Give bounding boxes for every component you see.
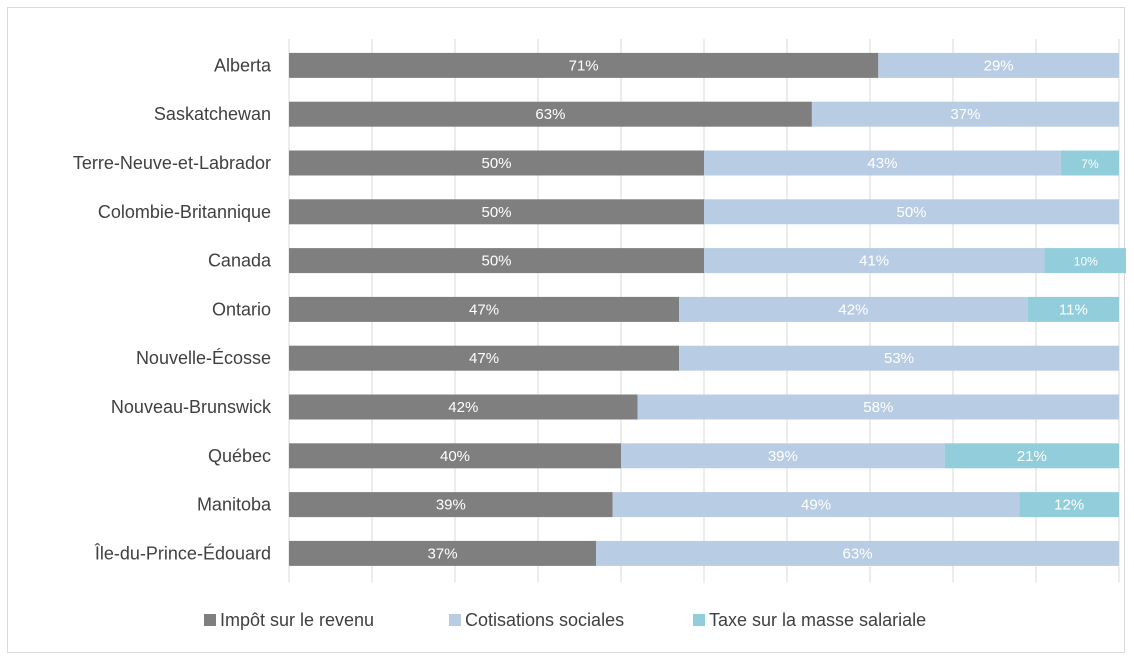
bar-segment — [704, 150, 1061, 176]
bar-segment — [1044, 248, 1126, 274]
data-label: 63% — [535, 106, 565, 123]
legend-swatch — [204, 614, 216, 626]
data-label: 47% — [469, 350, 499, 367]
legend-swatch — [449, 614, 461, 626]
category-label: Alberta — [214, 55, 272, 75]
data-label: 42% — [448, 399, 478, 416]
data-label: 50% — [481, 204, 511, 221]
bar-segment — [704, 199, 1119, 225]
data-label: 21% — [1017, 448, 1047, 465]
bar-segment — [637, 394, 1119, 420]
data-label: 7% — [1081, 157, 1099, 171]
data-label: 10% — [1074, 255, 1098, 269]
bar-segment — [289, 296, 680, 322]
data-label: 42% — [838, 301, 868, 318]
bar-area: 71% 29% 63% 37% 50% 43% 7% 50% 50% 50% 41% 10% 47% 42… — [289, 52, 1126, 566]
category-label: Terre-Neuve-et-Labrador — [73, 153, 271, 173]
data-label: 11% — [1059, 301, 1088, 318]
category-label: Canada — [208, 251, 272, 271]
data-label: 53% — [884, 350, 914, 367]
bar-segment — [289, 492, 613, 518]
legend: Impôt sur le revenu Cotisations sociales T… — [204, 610, 926, 630]
bar-segment — [289, 248, 704, 274]
legend-label: Cotisations sociales — [465, 610, 624, 630]
bar-segment — [289, 443, 621, 469]
data-label: 47% — [469, 301, 499, 318]
category-label: Nouvelle-Écosse — [136, 348, 271, 368]
category-label: Nouveau-Brunswick — [111, 397, 272, 417]
data-label: 41% — [859, 253, 889, 270]
data-label: 37% — [428, 545, 458, 562]
data-label: 71% — [569, 57, 599, 74]
bar-segment — [289, 199, 704, 225]
data-label: 12% — [1054, 497, 1084, 514]
bar-segment — [679, 345, 1119, 371]
data-label: 58% — [863, 399, 893, 416]
legend-label: Impôt sur le revenu — [220, 610, 374, 630]
bar-segment — [1027, 296, 1119, 322]
bar-segment — [704, 248, 1045, 274]
bar-segment — [596, 540, 1119, 566]
bar-segment — [289, 150, 704, 176]
data-label: 50% — [481, 253, 511, 270]
bar-segment — [811, 101, 1119, 127]
bar-segment — [289, 540, 597, 566]
bar-segment — [1019, 492, 1119, 518]
legend-label: Taxe sur la masse salariale — [709, 610, 926, 630]
data-label: 40% — [440, 448, 470, 465]
bar-segment — [289, 101, 812, 127]
bar-segment — [621, 443, 945, 469]
data-label: 50% — [481, 155, 511, 172]
chart-frame: 71% 29% 63% 37% 50% 43% 7% 50% 50% 50% 41% 10% 47% 42… — [7, 7, 1126, 653]
data-label: 49% — [801, 497, 831, 514]
data-label: 39% — [768, 448, 798, 465]
bar-segment — [878, 52, 1119, 78]
bar-segment — [944, 443, 1119, 469]
data-label: 50% — [896, 204, 926, 221]
bar-segment — [1060, 150, 1119, 176]
bar-segment — [289, 52, 879, 78]
data-label: 29% — [984, 57, 1014, 74]
bar-segment — [612, 492, 1020, 518]
data-label: 43% — [867, 155, 897, 172]
bar-segment — [679, 296, 1028, 322]
data-label: 37% — [950, 106, 980, 123]
bar-segment — [289, 394, 638, 420]
legend-swatch — [693, 614, 705, 626]
stacked-bar-chart: 71% 29% 63% 37% 50% 43% 7% 50% 50% 50% 41% 10% 47% 42… — [73, 39, 1126, 630]
data-label: 63% — [843, 545, 873, 562]
bar-segment — [289, 345, 680, 371]
category-axis-labels: Alberta Saskatchewan Terre-Neuve-et-Labrad… — [73, 55, 272, 563]
data-label: 39% — [436, 497, 466, 514]
category-label: Colombie-Britannique — [98, 202, 271, 222]
category-label: Saskatchewan — [154, 104, 271, 124]
category-label: Ontario — [212, 299, 271, 319]
category-label: Manitoba — [197, 495, 272, 515]
category-label: Québec — [208, 446, 271, 466]
category-label: Île-du-Prince-Édouard — [94, 543, 271, 563]
